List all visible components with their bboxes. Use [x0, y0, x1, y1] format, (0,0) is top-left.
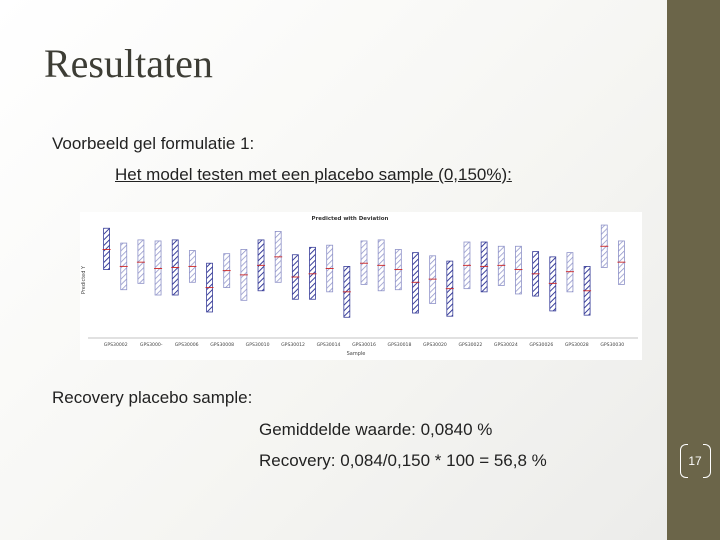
page-number: 17 — [688, 454, 702, 468]
x-tick-label: GPS30024 — [494, 342, 518, 348]
x-tick-label: GPS30002 — [104, 342, 128, 348]
recovery-placebo-label: Recovery placebo sample: — [52, 388, 253, 407]
example-label: Voorbeeld gel formulatie 1: — [52, 134, 255, 153]
x-tick-label: GPS30016 — [352, 342, 376, 348]
x-tick-label: GPS30022 — [458, 342, 482, 348]
chart-svg: Predicted with Deviation Predicted Y Sam… — [81, 216, 638, 357]
tick-labels-group: GPS30002 GPS3000- GPS30006 GPS30008 GPS30010… — [104, 342, 624, 348]
x-tick-label: GPS30014 — [317, 342, 341, 348]
deviation-bar — [515, 245, 522, 295]
x-tick-label: GPS30020 — [423, 342, 447, 348]
x-tick-label: GPS30010 — [246, 342, 270, 348]
side-bar — [667, 0, 720, 540]
deviation-bar — [549, 256, 557, 312]
x-tick-label: GPS30008 — [210, 342, 234, 348]
chart-title: Predicted with Deviation — [312, 216, 389, 222]
recovery-calc-text: Recovery: 0,084/0,150 * 100 = 56,8 % — [259, 451, 547, 470]
placebo-test-label: Het model testen met een placebo sample … — [115, 165, 512, 184]
x-tick-label: GPS30028 — [565, 342, 589, 348]
bars-group — [102, 224, 626, 318]
x-tick-label: GPS30030 — [600, 342, 624, 348]
average-value-text: Gemiddelde waarde: 0,0840 % — [259, 420, 493, 439]
deviation-bar — [429, 255, 437, 304]
deviation-bar — [360, 240, 368, 285]
deviation-bar — [154, 240, 162, 296]
slide-title: Resultaten — [44, 41, 213, 86]
deviation-bar — [137, 239, 145, 284]
predicted-deviation-chart: Predicted with Deviation Predicted Y Sam… — [80, 212, 642, 360]
chart-x-axis-label: Sample — [347, 351, 366, 357]
deviation-bar — [309, 246, 316, 300]
x-tick-label: GPS30018 — [388, 342, 412, 348]
deviation-bar — [618, 240, 625, 285]
page-bracket-left — [680, 444, 688, 478]
deviation-bar — [497, 245, 505, 286]
chart-y-axis-label: Predicted Y — [81, 265, 87, 294]
deviation-bar — [412, 252, 419, 314]
deviation-bar — [103, 227, 110, 270]
x-tick-label: GPS3000- — [140, 342, 163, 348]
deviation-bar — [480, 241, 488, 293]
deviation-bar — [566, 252, 574, 293]
x-tick-label: GPS30006 — [175, 342, 199, 348]
x-tick-label: GPS30026 — [529, 342, 553, 348]
x-tick-label: GPS30012 — [281, 342, 305, 348]
page-bracket-right — [703, 444, 711, 478]
